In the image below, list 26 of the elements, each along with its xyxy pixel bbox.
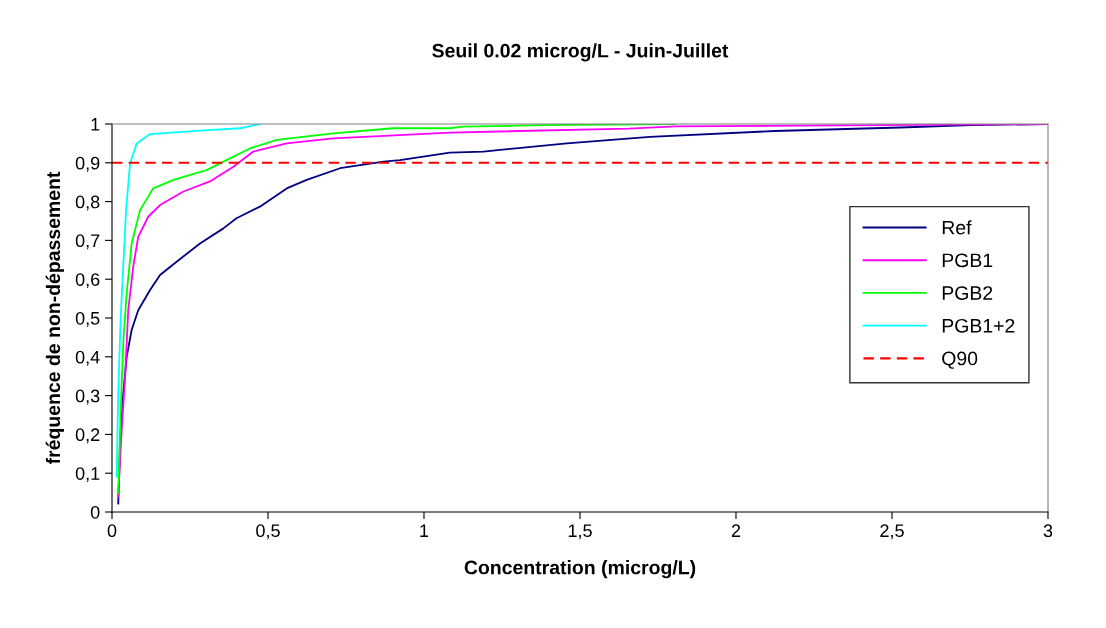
legend-label: PGB2 (942, 286, 993, 300)
y-tick-label: 0,7 (75, 234, 100, 250)
y-axis-title: fréquence de non-dépassement (45, 171, 64, 465)
y-tick-label: 1 (91, 118, 100, 131)
y-tick-label: 0 (90, 505, 100, 519)
y-tick-label: 0,5 (75, 311, 100, 327)
y-tick-label: 0,2 (75, 428, 100, 444)
x-tick-label: 2 (731, 524, 741, 537)
y-tick-label: 0,9 (75, 156, 100, 172)
y-tick-label: 0,6 (75, 273, 100, 289)
legend-label: Q90 (942, 351, 978, 369)
x-axis-title: Concentration (microg/L) (464, 560, 696, 579)
x-tick-label: 1 (420, 524, 429, 537)
x-tick-label: 0 (107, 524, 117, 538)
x-tick-label: 0,5 (256, 524, 280, 540)
legend-label: PGB1+2 (942, 318, 1015, 333)
y-tick-label: 0,8 (75, 195, 100, 211)
x-tick-label: 3 (1043, 524, 1053, 538)
legend-label: PGB1 (942, 253, 993, 268)
y-tick-label: 0,3 (75, 389, 100, 405)
y-tick-label: 0,1 (75, 467, 100, 483)
x-tick-label: 2,5 (880, 524, 904, 540)
x-tick-label: 1,5 (568, 524, 592, 540)
y-tick-label: 0,4 (75, 350, 100, 366)
chart-title: Seuil 0.02 microg/L - Juin-Juillet (432, 43, 729, 62)
legend-label: Ref (942, 220, 972, 235)
